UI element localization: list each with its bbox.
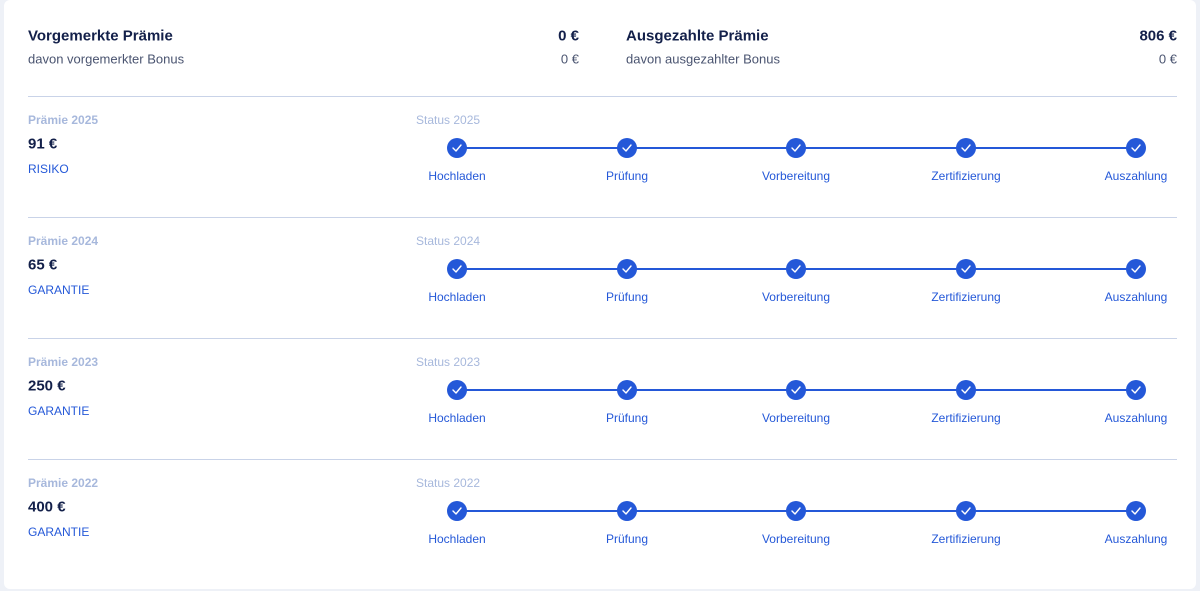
step-label: Zertifizierung [931, 169, 1001, 183]
step-label: Auszahlung [1104, 169, 1168, 183]
premium-label: Prämie 2022 [28, 476, 99, 490]
step-label: Prüfung [605, 290, 649, 304]
step-label: Vorbereitung [761, 411, 831, 425]
step-check [961, 265, 971, 273]
step-check [1131, 507, 1141, 515]
step-check [622, 144, 632, 152]
divider [28, 459, 1177, 460]
step-check [791, 507, 801, 515]
divider [28, 96, 1177, 97]
step-label: Hochladen [428, 169, 486, 183]
premium-label: Prämie 2023 [28, 355, 99, 369]
step-dot [447, 138, 467, 158]
premium-type: GARANTIE [28, 404, 90, 418]
step-label: Zertifizierung [931, 532, 1001, 546]
status-label: Status 2024 [416, 234, 481, 248]
premium-type: GARANTIE [28, 525, 90, 539]
step-label: Zertifizierung [931, 290, 1001, 304]
step-dot [617, 380, 637, 400]
step-check [791, 265, 801, 273]
step-dot [1126, 380, 1146, 400]
premium-type: RISIKO [28, 162, 69, 176]
step-check [452, 386, 462, 394]
step-check [452, 144, 462, 152]
summary-title: Vorgemerkte Prämie [28, 27, 173, 45]
summary-value: 0 € [558, 27, 579, 45]
step-label: Auszahlung [1104, 532, 1168, 546]
step-dot [786, 138, 806, 158]
step-dot [1126, 501, 1146, 521]
step-check [622, 386, 632, 394]
summary-subvalue: 0 € [1158, 51, 1177, 67]
status-label: Status 2025 [416, 113, 481, 127]
step-check [452, 265, 462, 273]
step-dot [956, 138, 976, 158]
step-label: Hochladen [428, 290, 486, 304]
step-check [622, 507, 632, 515]
summary-subvalue: 0 € [560, 51, 579, 67]
step-check [791, 386, 801, 394]
step-label: Vorbereitung [761, 290, 831, 304]
step-label: Zertifizierung [931, 411, 1001, 425]
step-label: Prüfung [605, 411, 649, 425]
divider [28, 217, 1177, 218]
step-check [1131, 265, 1141, 273]
summary-title: Ausgezahlte Prämie [626, 27, 769, 45]
step-dot [956, 501, 976, 521]
status-label: Status 2023 [416, 355, 481, 369]
premium-card: Vorgemerkte Prämie 0 € davon vorgemerkte… [4, 0, 1196, 589]
step-check [1131, 144, 1141, 152]
step-dot [447, 259, 467, 279]
step-label: Auszahlung [1104, 290, 1168, 304]
step-label: Hochladen [428, 411, 486, 425]
step-dot [786, 259, 806, 279]
step-check [791, 144, 801, 152]
step-dot [447, 380, 467, 400]
summary-subtitle: davon ausgezahlter Bonus [626, 51, 780, 67]
step-dot [956, 380, 976, 400]
step-dot [1126, 259, 1146, 279]
step-label: Auszahlung [1104, 411, 1168, 425]
step-label: Vorbereitung [761, 532, 831, 546]
premium-type: GARANTIE [28, 283, 90, 297]
step-label: Prüfung [605, 169, 649, 183]
progress-tracks [447, 138, 1146, 521]
step-label: Vorbereitung [761, 169, 831, 183]
step-dot [447, 501, 467, 521]
premium-label: Prämie 2024 [28, 234, 99, 248]
step-dot [786, 380, 806, 400]
summary-subtitle: davon vorgemerkter Bonus [28, 51, 185, 67]
step-dot [786, 501, 806, 521]
step-check [452, 507, 462, 515]
premium-label: Prämie 2025 [28, 113, 99, 127]
divider [28, 338, 1177, 339]
premium-amount: 400 € [28, 498, 66, 516]
premium-amount: 65 € [28, 256, 58, 274]
step-label: Hochladen [428, 532, 486, 546]
step-check [961, 386, 971, 394]
premium-amount: 91 € [28, 135, 58, 153]
step-dot [617, 501, 637, 521]
step-dot [1126, 138, 1146, 158]
step-dot [617, 259, 637, 279]
step-label: Prüfung [605, 532, 649, 546]
summary-value: 806 € [1139, 27, 1177, 45]
premium-amount: 250 € [28, 377, 66, 395]
step-check [961, 144, 971, 152]
status-label: Status 2022 [416, 476, 481, 490]
step-check [622, 265, 632, 273]
step-dot [617, 138, 637, 158]
step-dot [956, 259, 976, 279]
step-check [1131, 386, 1141, 394]
step-check [961, 507, 971, 515]
